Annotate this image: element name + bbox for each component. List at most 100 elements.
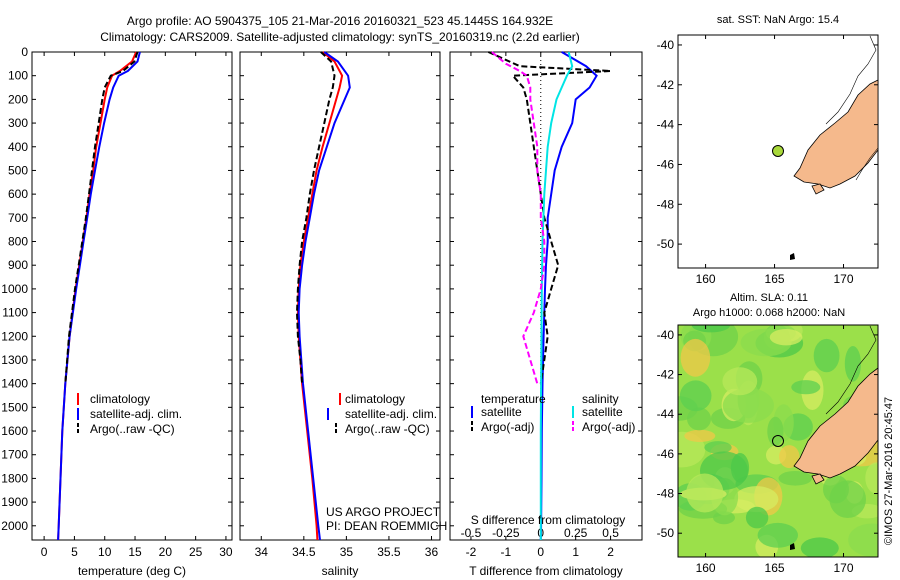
series-line <box>64 51 139 384</box>
x-tick-label: 10 <box>98 545 112 559</box>
sla-blob <box>679 380 712 412</box>
sla-blob <box>687 407 711 431</box>
series-line <box>296 51 344 541</box>
depth-tick-label: 1500 <box>1 400 28 414</box>
lat-tick-label: -40 <box>657 38 675 52</box>
legend-label-t-sat: satellite <box>481 405 522 419</box>
depth-tick-label: 700 <box>8 211 28 225</box>
depth-tick-label: 400 <box>8 140 28 154</box>
sst-map-ticks: -40 -42 -44 -46 -48 -50 160 165 170 <box>657 35 878 286</box>
s-tick-label: -0.25 <box>492 526 520 540</box>
sla-blob <box>691 325 731 333</box>
coastline-outline-east <box>855 147 879 181</box>
legend-label-sat: satellite-adj. clim. <box>90 407 182 421</box>
depth-tick-label: 1700 <box>1 448 28 462</box>
difference-axes <box>449 51 643 541</box>
temperature-xlabel: temperature (deg C) <box>78 564 186 578</box>
lon-tick-label: 170 <box>834 561 854 575</box>
series-line <box>57 51 141 541</box>
lon-tick-label: 170 <box>834 272 854 286</box>
stewart-island <box>811 473 825 485</box>
sla-blob <box>769 329 803 346</box>
sla-blob <box>684 429 716 442</box>
x-tick-label: 35 <box>340 545 354 559</box>
x-tick-label: -1 <box>501 545 512 559</box>
x-tick-label: 30 <box>219 545 233 559</box>
coastline-outline <box>825 35 877 125</box>
depth-tick-label: 1200 <box>1 329 28 343</box>
sla-blob <box>757 522 798 548</box>
x-tick-label: 5 <box>71 545 78 559</box>
depth-tick-label: 1900 <box>1 495 28 509</box>
legend-label-clim: climatology <box>90 392 150 406</box>
sla-blob <box>778 471 813 486</box>
sla-blob <box>734 486 779 513</box>
depth-tick-label: 1400 <box>1 377 28 391</box>
depth-tick-label: 1000 <box>1 282 28 296</box>
lat-tick-label: -44 <box>657 407 675 421</box>
lat-tick-label: -40 <box>657 328 675 342</box>
legend-label-t-argo: Argo(-adj) <box>481 420 534 434</box>
depth-tick-label: 600 <box>8 187 28 201</box>
lon-tick-label: 160 <box>696 272 716 286</box>
x-tick-label: 2 <box>607 545 614 559</box>
x-tick-label: 25 <box>189 545 203 559</box>
auckland-islands <box>790 253 795 260</box>
series-line <box>487 51 611 384</box>
x-tick-label: 0 <box>537 545 544 559</box>
depth-tick-label: 500 <box>8 163 28 177</box>
sla-blob <box>844 346 862 382</box>
south-island-land <box>793 367 879 479</box>
auckland-islands <box>790 543 795 550</box>
sla-blob <box>767 416 784 447</box>
series-line <box>491 51 546 384</box>
sla-map-ticks: -40 -42 -44 -46 -48 -50 160 165 170 <box>657 325 878 575</box>
sla-blob <box>704 441 732 454</box>
difference-xlabel: T difference from climatology <box>469 564 623 578</box>
difference-top-label: S difference from climatology <box>471 513 626 527</box>
legend-label-argo: Argo(..raw -QC) <box>90 422 175 436</box>
argo-float-marker <box>772 435 784 447</box>
sla-blob <box>680 338 711 377</box>
depth-tick-label: 2000 <box>1 519 28 533</box>
x-tick-label: 20 <box>159 545 173 559</box>
depth-tick-label: 100 <box>8 69 28 83</box>
series-line <box>297 51 351 541</box>
lat-tick-label: -42 <box>657 368 675 382</box>
sla-blob <box>686 473 724 513</box>
sla-map: -40 -42 -44 -46 -48 -50 160 165 170 <box>657 324 879 575</box>
salinity-axes <box>239 51 441 541</box>
sla-blob <box>745 506 769 529</box>
coastline-outline <box>825 325 877 415</box>
sla-blob <box>848 523 878 557</box>
series-line <box>295 51 336 384</box>
x-tick-label: 34 <box>255 545 269 559</box>
sla-blob <box>791 380 821 395</box>
s-tick-label: 0.5 <box>602 526 619 540</box>
s-tick-label: 0.25 <box>564 526 588 540</box>
map2-title1: Altim. SLA: 0.11 <box>730 292 808 304</box>
sla-blob <box>730 453 750 483</box>
header-line2: Climatology: CARS2009. Satellite-adjuste… <box>100 30 580 44</box>
sla-blob <box>713 511 735 525</box>
lat-tick-label: -48 <box>657 197 675 211</box>
depth-tick-label: 1800 <box>1 471 28 485</box>
credit-line2: PI: DEAN ROEMMICH <box>326 519 447 533</box>
legend-label-clim: climatology <box>345 392 405 406</box>
sla-blob <box>722 388 775 423</box>
sla-blob <box>865 462 878 494</box>
depth-axis-labels: 0 100 200 300 400 500 600 700 800 900 1000 1100 1200… <box>1 45 28 533</box>
temperature-axes <box>31 51 233 541</box>
credit-line1: US ARGO PROJECT <box>326 505 441 519</box>
lat-tick-label: -42 <box>657 78 675 92</box>
depth-tick-label: 1300 <box>1 353 28 367</box>
legend-label-s-sat: satellite <box>582 405 623 419</box>
x-tick-label: 35.5 <box>377 545 401 559</box>
header-line1: Argo profile: AO 5904375_105 21-Mar-2016… <box>127 14 553 28</box>
stewart-island <box>811 183 825 195</box>
sla-blob <box>722 367 758 396</box>
depth-tick-label: 1100 <box>2 306 28 320</box>
map2-title2: Argo h1000: 0.068 h2000: NaN <box>693 307 845 319</box>
lon-tick-label: 165 <box>765 272 785 286</box>
